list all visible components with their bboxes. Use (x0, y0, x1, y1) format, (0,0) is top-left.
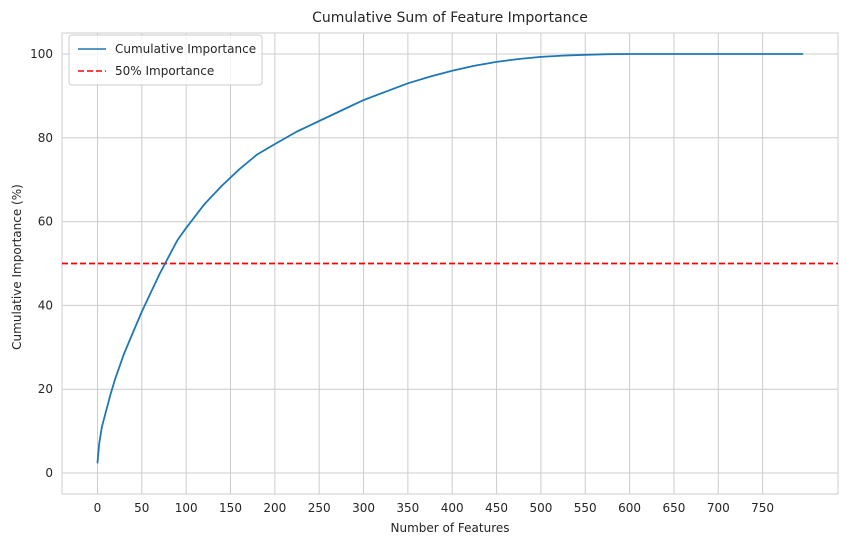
x-axis-ticks: 0 50 100 150 200 250 300 350 400 450 500 550 600 650 7… (94, 501, 774, 515)
chart-title: Cumulative Sum of Feature Importance (312, 10, 588, 26)
y-tick-label: 100 (30, 47, 53, 61)
x-tick-label: 750 (751, 501, 774, 515)
x-axis-label: Number of Features (391, 521, 510, 535)
y-tick-label: 40 (38, 298, 53, 312)
x-tick-label: 0 (94, 501, 102, 515)
y-tick-label: 20 (38, 382, 53, 396)
series-lines (96, 53, 804, 464)
x-tick-label: 500 (529, 501, 552, 515)
x-tick-label: 100 (175, 501, 198, 515)
y-axis-label: Cumulative Importance (%) (10, 184, 24, 350)
legend-label-cumulative-importance: Cumulative Importance (115, 42, 256, 56)
x-tick-label: 50 (134, 501, 149, 515)
x-tick-label: 600 (618, 501, 641, 515)
y-tick-label: 0 (45, 466, 53, 480)
x-tick-label: 650 (662, 501, 685, 515)
legend: Cumulative Importance 50% Importance (68, 34, 263, 86)
x-tick-label: 300 (352, 501, 375, 515)
x-tick-label: 150 (219, 501, 242, 515)
x-tick-label: 400 (441, 501, 464, 515)
y-tick-label: 60 (38, 215, 53, 229)
x-tick-label: 550 (574, 501, 597, 515)
y-tick-label: 80 (38, 131, 53, 145)
x-tick-label: 200 (263, 501, 286, 515)
x-tick-label: 700 (707, 501, 730, 515)
x-tick-label: 450 (485, 501, 508, 515)
y-axis-ticks: 0 20 40 60 80 100 (30, 47, 53, 480)
legend-box (68, 34, 263, 86)
legend-label-50-importance: 50% Importance (115, 64, 214, 78)
x-tick-label: 350 (396, 501, 419, 515)
x-tick-label: 250 (308, 501, 331, 515)
series-line-cumulative-importance (96, 53, 804, 464)
